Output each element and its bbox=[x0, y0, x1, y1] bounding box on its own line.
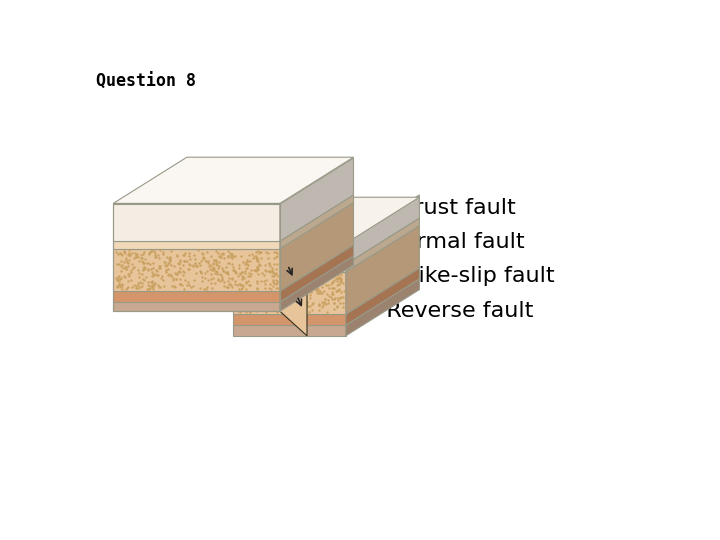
Polygon shape bbox=[280, 195, 354, 249]
Polygon shape bbox=[113, 241, 280, 249]
Text: • Thrust fault: • Thrust fault bbox=[366, 198, 516, 218]
Polygon shape bbox=[233, 272, 346, 314]
Polygon shape bbox=[113, 291, 280, 302]
Polygon shape bbox=[233, 264, 346, 272]
Text: • Strike-slip fault: • Strike-slip fault bbox=[366, 266, 555, 286]
Polygon shape bbox=[280, 256, 354, 311]
Polygon shape bbox=[280, 158, 354, 241]
Polygon shape bbox=[233, 325, 346, 336]
Text: • Reverse fault: • Reverse fault bbox=[366, 301, 534, 321]
Polygon shape bbox=[280, 202, 354, 291]
Text: Question 8: Question 8 bbox=[96, 72, 196, 91]
Polygon shape bbox=[346, 279, 419, 336]
Polygon shape bbox=[233, 314, 346, 325]
Polygon shape bbox=[346, 218, 419, 272]
Polygon shape bbox=[233, 241, 346, 264]
Polygon shape bbox=[346, 268, 419, 325]
Polygon shape bbox=[280, 204, 307, 336]
Polygon shape bbox=[113, 157, 354, 204]
Polygon shape bbox=[113, 204, 280, 241]
Polygon shape bbox=[346, 226, 419, 314]
Polygon shape bbox=[280, 245, 354, 302]
Polygon shape bbox=[346, 195, 419, 264]
Polygon shape bbox=[113, 249, 280, 291]
Polygon shape bbox=[113, 302, 280, 311]
Text: • Normal fault: • Normal fault bbox=[366, 232, 525, 252]
Polygon shape bbox=[233, 197, 419, 244]
